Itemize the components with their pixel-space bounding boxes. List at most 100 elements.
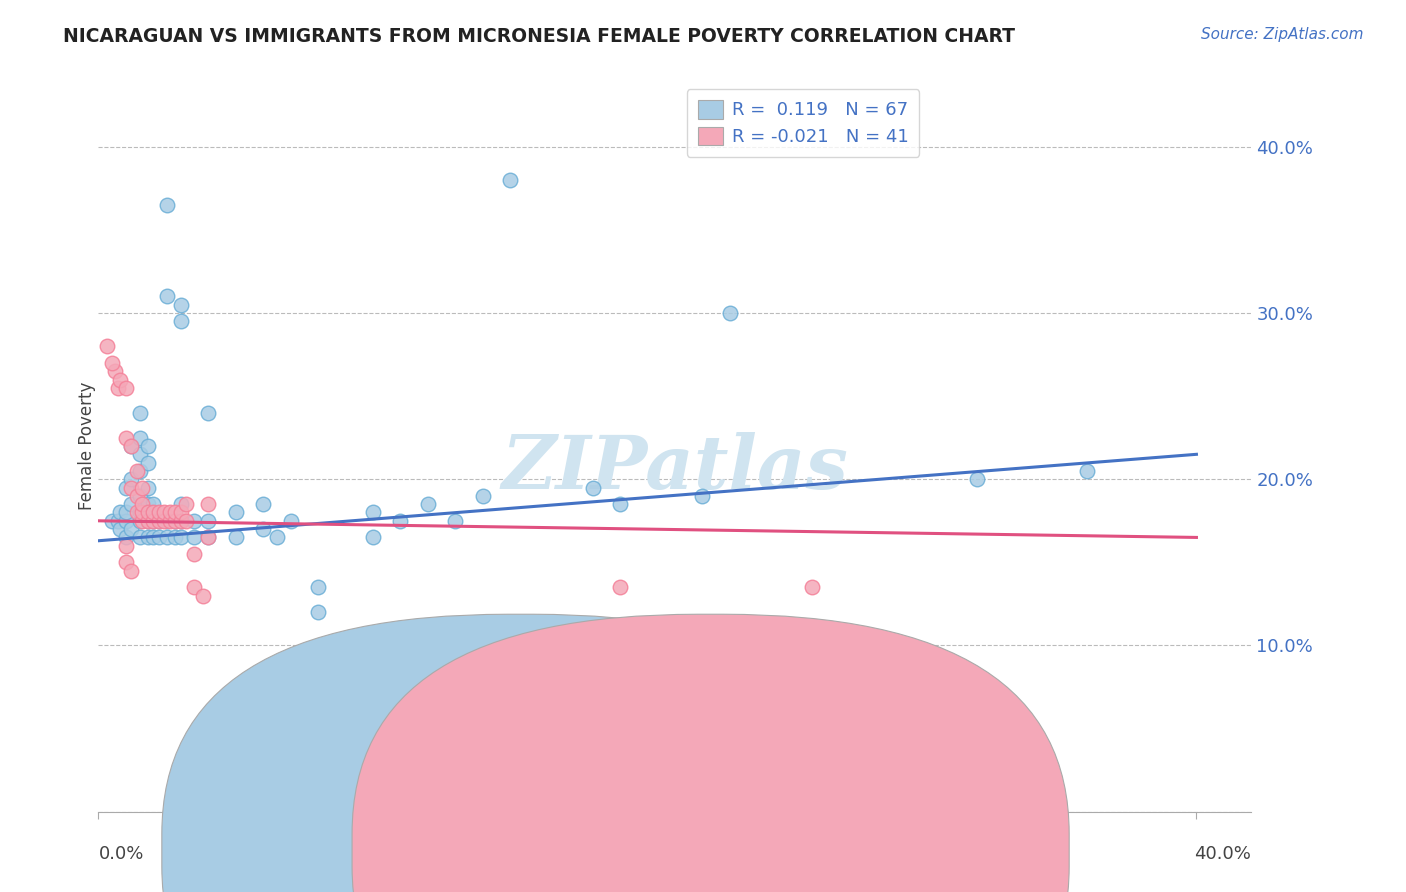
Point [131,506,153,520]
Point [115,555,138,569]
Point [96,339,118,353]
Point [183,580,205,594]
Point [183,547,205,561]
Point [115,481,138,495]
Point [110,506,132,520]
Point [136,456,159,470]
Point [128,447,150,461]
Point [191,589,214,603]
Point [115,514,138,528]
Point [101,356,124,370]
Point [183,530,205,544]
Point [136,514,159,528]
Point [128,406,150,420]
Point [170,497,193,511]
Point [361,506,384,520]
Point [361,530,384,544]
Text: ZIPatlas: ZIPatlas [502,432,848,504]
Point [142,514,165,528]
Point [307,605,329,619]
Point [159,514,181,528]
Point [718,306,741,320]
Point [170,506,193,520]
Point [131,497,153,511]
Text: Source: ZipAtlas.com: Source: ZipAtlas.com [1201,27,1364,42]
Text: Immigrants from Micronesia: Immigrants from Micronesia [730,841,983,859]
Point [174,497,197,511]
Point [197,514,219,528]
Point [801,580,824,594]
Point [142,530,165,544]
Point [148,506,170,520]
Point [252,522,274,536]
Point [165,514,187,528]
Point [107,514,129,528]
Point [444,514,467,528]
Point [165,514,187,528]
Point [197,497,219,511]
Point [142,506,165,520]
Point [120,439,142,453]
Point [159,506,181,520]
Point [165,530,187,544]
Point [131,514,153,528]
Y-axis label: Female Poverty: Female Poverty [79,382,96,510]
Point [128,530,150,544]
Point [581,481,603,495]
Point [174,514,197,528]
Point [266,530,288,544]
Point [966,472,988,486]
Text: 0.0%: 0.0% [98,845,143,863]
Point [153,506,176,520]
Point [156,530,179,544]
Point [115,431,138,445]
Point [107,381,129,395]
Point [110,522,132,536]
Point [609,497,631,511]
Point [136,439,159,453]
Point [136,497,159,511]
Point [165,506,187,520]
Point [136,514,159,528]
Point [280,514,302,528]
Point [120,522,142,536]
Point [197,530,219,544]
Point [416,497,439,511]
FancyBboxPatch shape [352,615,1069,892]
Point [125,464,148,478]
FancyBboxPatch shape [162,615,879,892]
Point [136,530,159,544]
Point [115,539,138,553]
Point [128,506,150,520]
Point [170,514,193,528]
Point [225,506,247,520]
Point [148,530,170,544]
Point [156,289,179,303]
Text: 40.0%: 40.0% [1195,845,1251,863]
Point [307,580,329,594]
Point [101,514,124,528]
Point [389,514,412,528]
Point [115,381,138,395]
Point [104,364,127,378]
Point [120,481,142,495]
Point [197,406,219,420]
Text: NICARAGUAN VS IMMIGRANTS FROM MICRONESIA FEMALE POVERTY CORRELATION CHART: NICARAGUAN VS IMMIGRANTS FROM MICRONESIA… [63,27,1015,45]
Point [692,489,714,503]
Point [142,497,165,511]
Point [252,497,274,511]
Point [170,314,193,328]
Point [136,506,159,520]
Point [170,514,193,528]
Point [170,530,193,544]
Point [156,514,179,528]
Text: Nicaraguans: Nicaraguans [538,841,652,859]
Point [110,372,132,386]
Point [183,514,205,528]
Point [225,530,247,544]
Point [128,514,150,528]
Point [115,530,138,544]
Point [115,506,138,520]
Point [142,514,165,528]
Point [120,472,142,486]
